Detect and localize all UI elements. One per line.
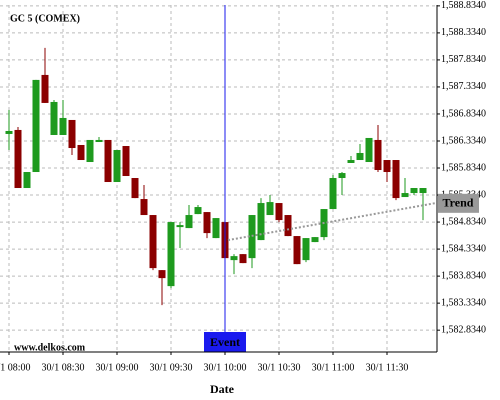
x-tick-label: 30/1 09:30 [149,362,192,373]
candle-body [68,119,76,149]
candle-body [311,237,319,243]
candle-body [347,160,355,163]
y-tick-label: 1,586.8340 [441,108,486,119]
candle-body [185,215,193,229]
y-tick-label: 1,586.3340 [441,135,486,146]
candle-body [122,146,130,177]
candle-body [401,193,409,198]
candle-body [392,160,400,199]
y-tick-label: 1,583.8340 [441,270,486,281]
candle-body [158,270,166,279]
candle-body [266,202,274,216]
y-tick-label: 1,583.3340 [441,297,486,308]
x-tick-label: 30/1 10:00 [203,362,246,373]
trend-label: Trend [443,196,474,210]
candle-body [77,144,85,161]
candle-body [14,129,22,189]
candle-body [338,173,346,179]
candle-body [167,222,175,287]
y-tick-label: 1,587.8340 [441,54,486,65]
candle-body [32,79,40,173]
chart-title: GC 5 (COMEX) [10,13,80,24]
x-tick-label: 30/1 10:30 [257,362,300,373]
candle-body [5,130,13,134]
candle-body [131,178,139,199]
candle-body [419,188,427,194]
candle-body [293,236,301,265]
y-tick-label: 1,585.8340 [441,162,486,173]
candle-body [239,254,247,264]
candle-body [176,225,184,228]
trend-line [227,201,438,242]
event-label: Event [210,335,240,349]
candle-body [104,139,112,183]
candle-body [329,178,337,210]
candles [5,47,427,306]
y-tick-label: 1,588.8340 [441,0,486,11]
candle-body [275,203,283,221]
candle-body [212,218,220,239]
candle-body [59,117,67,135]
candle-body [356,152,364,161]
y-tick-label: 1,582.8340 [441,324,486,335]
candle-body [284,215,292,237]
candle-body [149,215,157,269]
y-tick-label: 1,588.3340 [441,27,486,38]
event-box [204,332,246,352]
overlays: Event [204,5,438,352]
candle-body [383,160,391,173]
candle-body [302,238,310,261]
candle-body [113,150,121,183]
candle-body [50,101,58,135]
candle-body [365,137,373,163]
x-axis-label: Date [210,382,235,396]
x-tick-label: 30/1 11:30 [366,362,409,373]
x-tick-label: 30/1 09:00 [95,362,138,373]
y-tick-label: 1,584.3340 [441,243,486,254]
candle-body [95,139,103,143]
x-tick-label: 30/1 08:30 [41,362,84,373]
trend-box [438,193,479,213]
candle-body [410,188,418,194]
candle-body [140,199,148,216]
candle-body [203,212,211,234]
candle-body [374,139,382,171]
candle-body [230,256,238,261]
y-tick-label: 1,584.8340 [441,216,486,227]
candle-body [257,203,265,241]
x-tick-label: 30/1 08:00 [0,362,31,373]
watermark: www.delkos.com [14,342,86,353]
candle-body [23,172,31,189]
candle-body [194,207,202,215]
y-tick-label: 1,587.3340 [441,81,486,92]
candle-body [86,139,94,163]
candle-body [41,74,49,103]
x-tick-label: 30/1 11:00 [312,362,355,373]
